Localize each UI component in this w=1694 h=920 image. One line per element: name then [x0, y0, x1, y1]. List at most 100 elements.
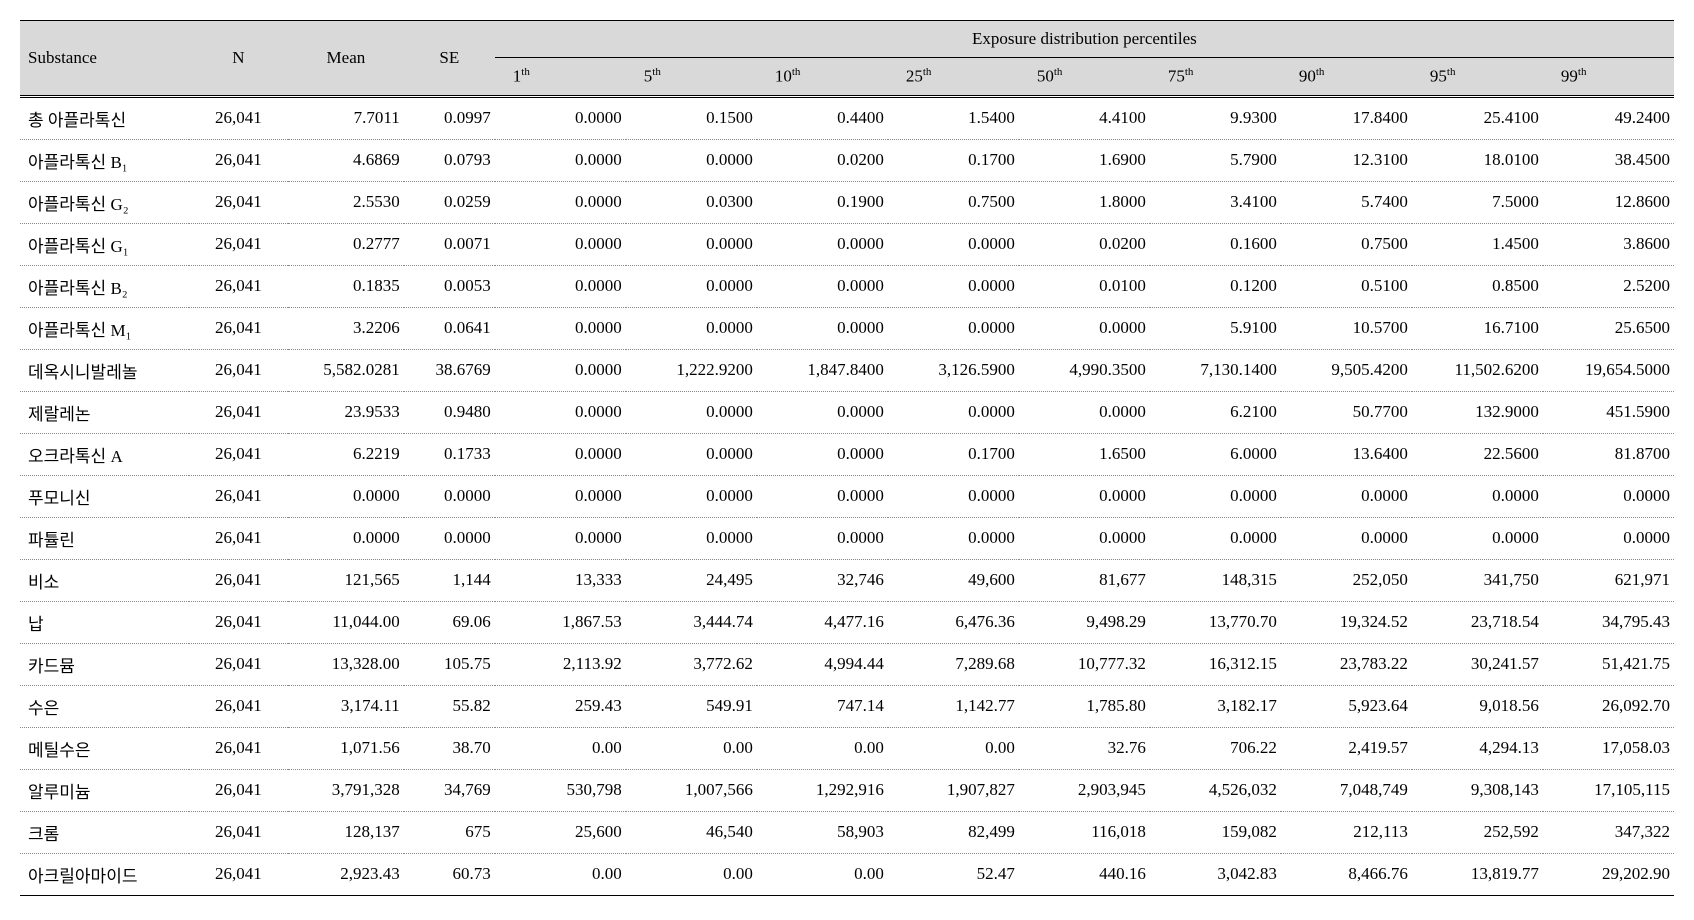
- cell-p25: 82,499: [888, 811, 1019, 853]
- table-row: 총 아플라톡신26,0417.70110.09970.00000.15000.4…: [20, 96, 1674, 139]
- cell-p1: 530,798: [495, 769, 626, 811]
- cell-p50: 0.0100: [1019, 265, 1150, 307]
- cell-p99: 17,105,115: [1543, 769, 1674, 811]
- cell-p90: 19,324.52: [1281, 601, 1412, 643]
- cell-p25: 0.00: [888, 727, 1019, 769]
- cell-p5: 46,540: [626, 811, 757, 853]
- cell-substance: 수은: [20, 685, 189, 727]
- cell-substance: 알루미늄: [20, 769, 189, 811]
- cell-p90: 252,050: [1281, 559, 1412, 601]
- cell-n: 26,041: [189, 769, 288, 811]
- cell-n: 26,041: [189, 517, 288, 559]
- col-p75: 75th: [1150, 58, 1281, 97]
- cell-p90: 50.7700: [1281, 391, 1412, 433]
- cell-p1: 0.0000: [495, 349, 626, 391]
- cell-p99: 451.5900: [1543, 391, 1674, 433]
- cell-p75: 0.0000: [1150, 517, 1281, 559]
- cell-p75: 5.7900: [1150, 139, 1281, 181]
- cell-p10: 58,903: [757, 811, 888, 853]
- table-row: 데옥시니발레놀26,0415,582.028138.67690.00001,22…: [20, 349, 1674, 391]
- cell-p5: 0.1500: [626, 96, 757, 139]
- cell-p90: 0.5100: [1281, 265, 1412, 307]
- cell-substance: 납: [20, 601, 189, 643]
- cell-n: 26,041: [189, 96, 288, 139]
- table-row: 수은26,0413,174.1155.82259.43549.91747.141…: [20, 685, 1674, 727]
- cell-n: 26,041: [189, 685, 288, 727]
- cell-p1: 25,600: [495, 811, 626, 853]
- cell-substance: 아플라톡신 M₁: [20, 307, 189, 349]
- cell-p10: 0.1900: [757, 181, 888, 223]
- cell-substance: 아플라톡신 G₂: [20, 181, 189, 223]
- cell-p1: 13,333: [495, 559, 626, 601]
- cell-p75: 0.0000: [1150, 475, 1281, 517]
- cell-mean: 3,791,328: [288, 769, 404, 811]
- cell-p90: 13.6400: [1281, 433, 1412, 475]
- cell-p99: 49.2400: [1543, 96, 1674, 139]
- cell-se: 0.0641: [404, 307, 495, 349]
- cell-p90: 212,113: [1281, 811, 1412, 853]
- col-group-percentiles: Exposure distribution percentiles: [495, 21, 1674, 58]
- cell-p50: 0.0000: [1019, 391, 1150, 433]
- cell-mean: 3.2206: [288, 307, 404, 349]
- cell-p5: 0.0000: [626, 265, 757, 307]
- cell-se: 55.82: [404, 685, 495, 727]
- cell-substance: 메틸수은: [20, 727, 189, 769]
- cell-p90: 17.8400: [1281, 96, 1412, 139]
- cell-n: 26,041: [189, 265, 288, 307]
- table-row: 푸모니신26,0410.00000.00000.00000.00000.0000…: [20, 475, 1674, 517]
- cell-n: 26,041: [189, 223, 288, 265]
- cell-p75: 3.4100: [1150, 181, 1281, 223]
- cell-p25: 1,142.77: [888, 685, 1019, 727]
- cell-p99: 621,971: [1543, 559, 1674, 601]
- cell-p5: 24,495: [626, 559, 757, 601]
- cell-p95: 0.8500: [1412, 265, 1543, 307]
- cell-p10: 32,746: [757, 559, 888, 601]
- cell-mean: 6.2219: [288, 433, 404, 475]
- table-row: 제랄레논26,04123.95330.94800.00000.00000.000…: [20, 391, 1674, 433]
- cell-n: 26,041: [189, 307, 288, 349]
- cell-p99: 25.6500: [1543, 307, 1674, 349]
- cell-p95: 18.0100: [1412, 139, 1543, 181]
- col-mean: Mean: [288, 21, 404, 97]
- cell-p10: 4,477.16: [757, 601, 888, 643]
- cell-p90: 5,923.64: [1281, 685, 1412, 727]
- cell-p95: 16.7100: [1412, 307, 1543, 349]
- cell-p75: 6.2100: [1150, 391, 1281, 433]
- cell-p25: 0.1700: [888, 433, 1019, 475]
- cell-p1: 0.0000: [495, 96, 626, 139]
- cell-p95: 23,718.54: [1412, 601, 1543, 643]
- cell-p10: 0.0000: [757, 517, 888, 559]
- cell-substance: 제랄레논: [20, 391, 189, 433]
- cell-p95: 132.9000: [1412, 391, 1543, 433]
- cell-se: 0.0000: [404, 517, 495, 559]
- cell-se: 34,769: [404, 769, 495, 811]
- cell-mean: 7.7011: [288, 96, 404, 139]
- cell-se: 675: [404, 811, 495, 853]
- cell-p5: 3,444.74: [626, 601, 757, 643]
- cell-p99: 51,421.75: [1543, 643, 1674, 685]
- cell-p50: 4,990.3500: [1019, 349, 1150, 391]
- cell-mean: 1,071.56: [288, 727, 404, 769]
- cell-p50: 1.6900: [1019, 139, 1150, 181]
- cell-p95: 0.0000: [1412, 517, 1543, 559]
- cell-p90: 0.7500: [1281, 223, 1412, 265]
- table-row: 아플라톡신 B₁26,0414.68690.07930.00000.00000.…: [20, 139, 1674, 181]
- cell-se: 0.0997: [404, 96, 495, 139]
- cell-p50: 0.0000: [1019, 475, 1150, 517]
- cell-mean: 11,044.00: [288, 601, 404, 643]
- col-p10: 10th: [757, 58, 888, 97]
- cell-p1: 0.00: [495, 727, 626, 769]
- cell-p5: 0.0000: [626, 307, 757, 349]
- cell-p90: 0.0000: [1281, 517, 1412, 559]
- cell-p99: 17,058.03: [1543, 727, 1674, 769]
- cell-p95: 30,241.57: [1412, 643, 1543, 685]
- cell-p1: 0.0000: [495, 181, 626, 223]
- cell-mean: 0.2777: [288, 223, 404, 265]
- cell-n: 26,041: [189, 181, 288, 223]
- cell-p75: 706.22: [1150, 727, 1281, 769]
- table-row: 카드뮴26,04113,328.00105.752,113.923,772.62…: [20, 643, 1674, 685]
- cell-p50: 0.0200: [1019, 223, 1150, 265]
- cell-p99: 81.8700: [1543, 433, 1674, 475]
- cell-p25: 49,600: [888, 559, 1019, 601]
- cell-p90: 0.0000: [1281, 475, 1412, 517]
